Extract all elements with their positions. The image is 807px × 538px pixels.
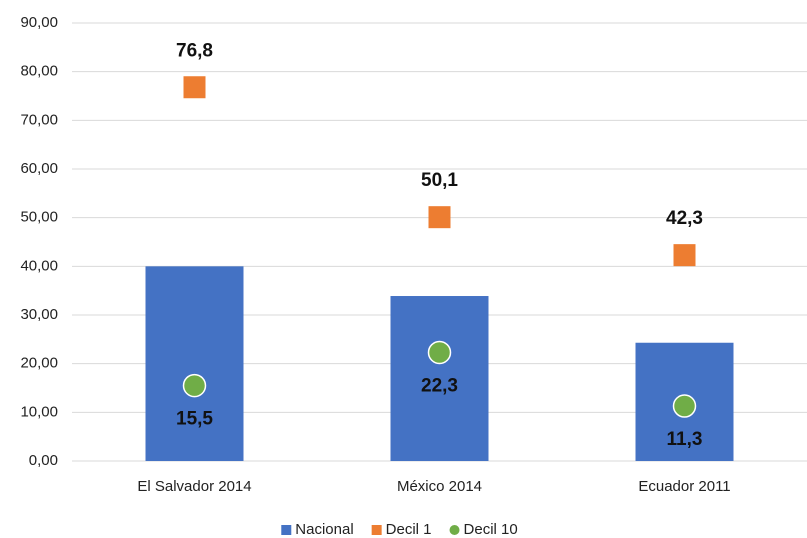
legend-label: Nacional (295, 521, 353, 538)
bar (390, 296, 489, 461)
circle-marker (427, 340, 452, 365)
square-marker (428, 206, 451, 229)
data-label: 22,3 (421, 375, 458, 396)
data-label: 76,8 (176, 40, 213, 61)
y-tick-label: 60,00 (20, 160, 58, 177)
y-tick-label: 90,00 (20, 14, 58, 31)
data-label: 50,1 (421, 170, 458, 191)
y-tick-label: 80,00 (20, 63, 58, 80)
y-tick-label: 50,00 (20, 209, 58, 226)
data-label: 11,3 (667, 429, 703, 450)
y-tick-label: 40,00 (20, 257, 58, 274)
y-tick-label: 30,00 (20, 306, 58, 323)
data-label: 15,5 (176, 409, 213, 430)
legend-swatch (449, 525, 460, 535)
circle-marker (182, 373, 207, 398)
legend-label: Decil 1 (386, 521, 432, 538)
circle-marker (672, 394, 697, 418)
legend-swatch (281, 525, 292, 535)
bar (145, 266, 244, 461)
x-tick-label: Ecuador 2011 (638, 478, 730, 495)
y-tick-label: 20,00 (20, 355, 58, 372)
legend-label: Decil 10 (464, 521, 518, 538)
square-marker (183, 76, 206, 99)
x-tick-label: México 2014 (397, 478, 482, 495)
x-tick-label: El Salvador 2014 (137, 478, 251, 495)
y-tick-label: 10,00 (20, 403, 58, 420)
legend-swatch (371, 525, 382, 535)
y-tick-label: 0,00 (29, 452, 58, 469)
data-label: 42,3 (666, 208, 703, 229)
y-tick-label: 70,00 (20, 111, 58, 128)
square-marker (673, 244, 696, 267)
